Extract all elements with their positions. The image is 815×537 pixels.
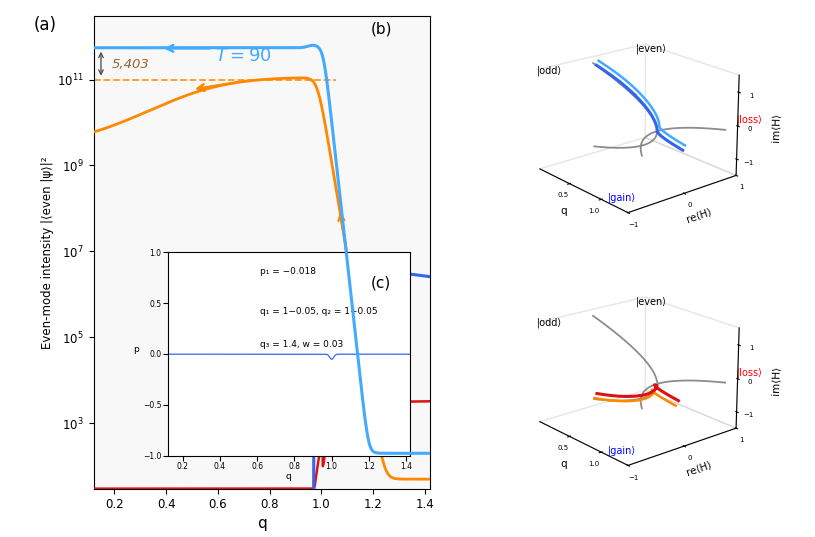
- X-axis label: q: q: [561, 206, 567, 216]
- Y-axis label: re⟨H⟩: re⟨H⟩: [685, 460, 713, 478]
- Text: (a): (a): [33, 16, 56, 34]
- Text: 5,403: 5,403: [112, 59, 150, 71]
- Y-axis label: re⟨H⟩: re⟨H⟩: [685, 207, 713, 226]
- Text: (b): (b): [371, 21, 392, 37]
- Text: (c): (c): [371, 275, 391, 291]
- Text: $T = 90$: $T = 90$: [215, 47, 272, 65]
- X-axis label: q: q: [561, 459, 567, 469]
- Y-axis label: Even-mode intensity |⟨even |ψ⟩|²: Even-mode intensity |⟨even |ψ⟩|²: [42, 156, 55, 349]
- X-axis label: q: q: [257, 516, 267, 531]
